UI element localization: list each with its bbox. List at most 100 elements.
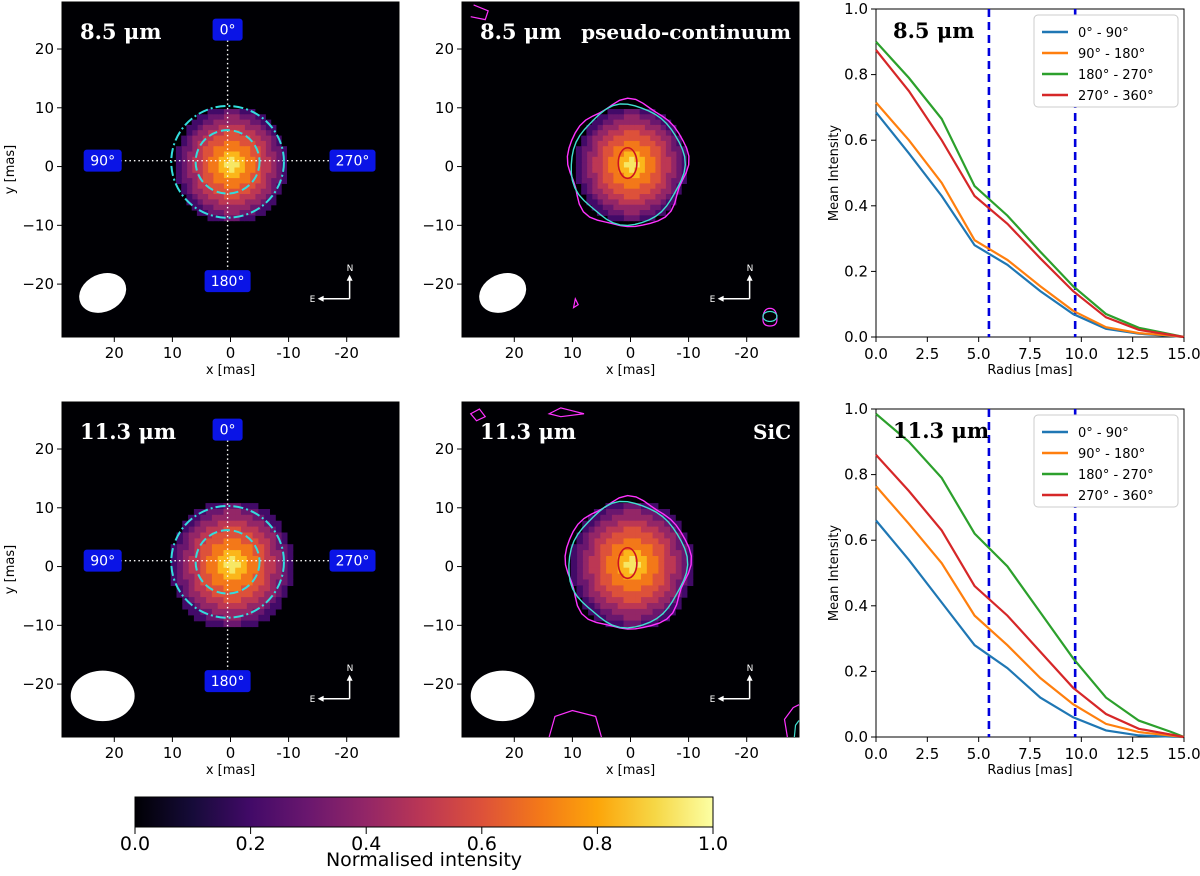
map-pixel — [212, 178, 219, 184]
map-pixel — [657, 514, 665, 522]
map-pixel — [607, 130, 614, 137]
map-pixel — [191, 188, 198, 195]
map-pixel — [202, 183, 209, 190]
map-pixel — [582, 603, 589, 610]
map-pixel — [622, 585, 630, 592]
map-pixel — [228, 146, 235, 153]
panel-wavelength-label: 11.3 μm — [80, 419, 176, 444]
map-pixel — [281, 172, 287, 179]
map-pixel — [612, 146, 619, 153]
map-pixel — [246, 561, 253, 569]
y-axis-label: Mean Intensity — [827, 525, 842, 621]
map-pixel — [665, 167, 672, 174]
map-pixel — [217, 608, 224, 616]
map-pixel — [591, 194, 598, 200]
map-pixel — [218, 151, 224, 158]
map-pixel — [246, 614, 253, 622]
map-pixel — [639, 204, 645, 211]
map-pixel — [681, 162, 687, 168]
map-pixel — [252, 503, 259, 510]
map-pixel — [175, 167, 182, 174]
map-pixel — [586, 124, 593, 131]
map-pixel — [263, 603, 270, 610]
angle-label-box — [83, 549, 122, 572]
map-pixel — [612, 162, 619, 168]
map-pixel — [602, 194, 609, 200]
x-tick-label: 0.0 — [864, 745, 888, 763]
map-pixel — [270, 178, 277, 184]
map-pixel — [191, 156, 198, 163]
map-pixel — [249, 215, 256, 222]
map-pixel — [586, 188, 593, 195]
map-pixel — [217, 526, 224, 534]
map-pixel — [191, 151, 198, 158]
y-tick-label: −10 — [22, 616, 54, 634]
map-pixel — [222, 567, 230, 575]
beam-ellipse — [70, 670, 135, 722]
map-pixel — [205, 620, 212, 628]
map-pixel — [188, 585, 195, 592]
map-pixel — [182, 532, 189, 539]
map-pixel — [599, 579, 607, 586]
map-pixel — [218, 167, 224, 174]
map-pixel — [205, 597, 212, 604]
map-pixel — [622, 556, 630, 563]
map-pixel — [191, 172, 198, 179]
map-pixel — [222, 561, 230, 569]
map-pixel — [686, 579, 694, 586]
map-pixel — [599, 597, 607, 604]
map-pixel — [634, 532, 641, 539]
map-pixel — [657, 544, 665, 551]
map-pixel — [654, 130, 661, 137]
map-pixel — [623, 135, 630, 142]
map-pixel — [246, 544, 253, 551]
map-pixel — [617, 614, 624, 622]
map-pixel — [244, 114, 251, 121]
map-pixel — [654, 178, 661, 184]
map-pixel — [669, 561, 676, 569]
map-pixel — [602, 178, 609, 184]
map-pixel — [628, 167, 635, 174]
map-pixel — [605, 532, 612, 539]
map-pixel — [191, 140, 198, 147]
map-pixel — [199, 561, 207, 569]
line-chart-11.3um: 0.0 2.5 5.0 7.5 10.0 12.5 15.00.00.20.40.60.81… — [827, 400, 1200, 778]
map-pixel — [217, 567, 224, 575]
map-pixel — [669, 544, 676, 551]
map-pixel — [239, 162, 245, 168]
map-pixel — [628, 526, 636, 534]
map-pixel — [228, 119, 235, 126]
map-pixel — [675, 188, 682, 195]
map-pixel — [188, 532, 195, 539]
map-pixel — [205, 550, 212, 557]
map-pixel — [670, 199, 677, 206]
x-tick-label: 10.0 — [1065, 345, 1098, 363]
map-pixel — [223, 135, 230, 142]
map-pixel — [223, 130, 230, 137]
map-pixel — [644, 114, 651, 121]
y-tick-label: 0.0 — [844, 728, 868, 746]
map-pixel — [649, 199, 656, 206]
map-pixel — [628, 544, 636, 551]
map-pixel — [218, 188, 224, 195]
map-pixel — [193, 520, 201, 528]
map-pixel — [575, 167, 582, 174]
map-pixel — [254, 151, 261, 158]
map-pixel — [611, 591, 618, 598]
map-pixel — [217, 532, 224, 539]
map-pixel — [576, 567, 583, 575]
map-pixel — [618, 167, 624, 174]
map-pixel — [644, 215, 651, 222]
map-pixel — [602, 156, 609, 163]
map-pixel — [669, 585, 676, 592]
map-pixel — [622, 597, 630, 604]
map-pixel — [186, 172, 193, 179]
map-pixel — [640, 585, 647, 592]
map-pixel — [654, 156, 661, 163]
map-pixel — [228, 167, 235, 174]
map-pixel — [202, 162, 209, 168]
map-pixel — [249, 199, 256, 206]
y-tick-label: 0 — [44, 558, 54, 576]
map-pixel — [634, 509, 641, 516]
